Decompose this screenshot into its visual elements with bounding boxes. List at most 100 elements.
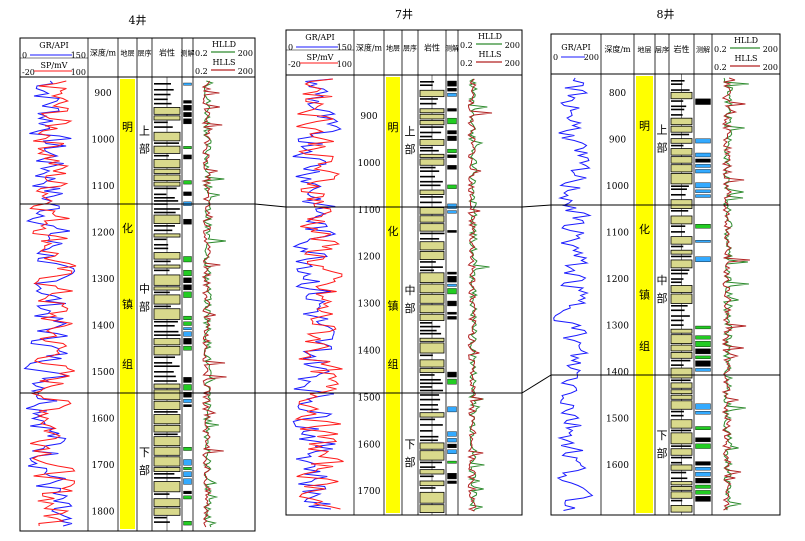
interp-oil-layer: [447, 288, 457, 295]
sequence-unit-char: 部: [139, 142, 150, 156]
mudstone-bed: [420, 266, 443, 268]
interp-oil-layer: [695, 340, 711, 347]
lithology-header: 岩性: [159, 48, 175, 58]
interp-water-layer: [447, 92, 457, 97]
mudstone-bed: [420, 166, 436, 169]
sp-scale-min: -20: [22, 68, 35, 77]
gr-scale-max: 150: [337, 43, 352, 52]
interp-oil-layer: [183, 315, 192, 320]
sandstone-bed: [153, 498, 181, 507]
mudstone-bed: [420, 102, 437, 105]
gr-scale-min: 0: [288, 43, 293, 52]
mudstone-bed: [671, 225, 686, 227]
mudstone-bed: [154, 411, 178, 413]
sandstone-bed: [419, 89, 445, 98]
depth-tick-label: 1100: [92, 182, 115, 192]
hlls-scale-max: 200: [238, 67, 253, 76]
sequence-unit-char: 部: [657, 291, 668, 305]
sandstone-bed: [670, 293, 693, 304]
mudstone-bed: [420, 98, 438, 100]
mudstone-bed: [420, 201, 442, 204]
interp-water-layer: [695, 467, 711, 471]
sandstone-bed: [419, 368, 445, 374]
interp-dry-layer: [183, 112, 192, 117]
gr-header-label: GR/API: [561, 43, 590, 52]
mudstone-bed: [671, 319, 684, 322]
sequence-header: 层序: [403, 44, 417, 53]
mudstone-bed: [154, 477, 181, 479]
sandstone-bed: [419, 241, 445, 251]
sandstone-bed: [153, 115, 181, 121]
sequence-unit-char: 中: [139, 283, 150, 296]
hlls-scale-min: 0.2: [195, 67, 208, 76]
sandstone-bed: [670, 394, 693, 400]
mudstone-bed: [671, 414, 684, 417]
depth-tick-label: 1600: [606, 461, 629, 471]
interp-dry-layer: [183, 154, 192, 160]
mudstone-bed: [420, 126, 444, 128]
sandstone-bed: [419, 207, 445, 215]
mudstone-bed: [420, 146, 433, 149]
interp-oil-layer: [183, 180, 192, 185]
interp-dry-layer: [447, 135, 457, 141]
interp-oil-layer: [447, 117, 457, 125]
interp-water-layer: [183, 478, 192, 485]
mudstone-bed: [671, 210, 689, 212]
sequence-unit-char: 部: [139, 463, 150, 477]
interp-dry-layer: [447, 165, 457, 170]
mudstone-bed: [154, 93, 171, 96]
formation-name-char: 组: [122, 357, 133, 371]
mudstone-bed: [154, 305, 171, 308]
sandstone-bed: [419, 272, 445, 283]
interp-oil-layer: [183, 467, 192, 470]
interp-water-layer: [695, 411, 711, 415]
mudstone-bed: [154, 334, 181, 336]
formation-fill: [120, 79, 135, 529]
hlls-label: HLLS: [478, 50, 501, 59]
mudstone-bed: [671, 188, 687, 191]
sandstone-bed: [670, 259, 693, 269]
mudstone-bed: [154, 98, 168, 101]
sp-header-label: SP/mV: [307, 53, 334, 62]
interp-water-layer: [183, 471, 192, 477]
sandstone-bed: [153, 107, 181, 115]
mudstone-bed: [420, 466, 436, 468]
lithology-header: 岩性: [674, 44, 690, 54]
formation-name-char: 镇: [122, 297, 133, 311]
sandstone-bed: [419, 113, 445, 120]
sandstone-bed: [153, 274, 181, 286]
sandstone-bed: [153, 131, 181, 142]
interp-oil-layer: [447, 460, 457, 464]
hlld-label: HLLD: [734, 36, 758, 45]
mudstone-bed: [671, 471, 687, 474]
hlls-scale-max: 200: [763, 63, 778, 72]
hlld-scale-min: 0.2: [460, 41, 473, 50]
sandstone-bed: [670, 148, 693, 156]
sandstone-bed: [670, 400, 693, 410]
sandstone-bed: [153, 233, 181, 238]
sequence-unit-char: 下: [139, 446, 150, 459]
interp-water-layer: [695, 256, 711, 263]
sandstone-bed: [153, 389, 181, 401]
depth-tick-label: 1200: [92, 229, 115, 239]
correlation-lines: [254, 203, 552, 394]
mudstone-bed: [420, 461, 443, 464]
mudstone-bed: [420, 261, 436, 263]
interp-oil-layer: [183, 384, 192, 391]
depth-tick-label: 1400: [606, 368, 629, 378]
mudstone-bed: [154, 330, 179, 333]
interpretation-header: 测解: [696, 45, 710, 54]
depth-tick-label: 1000: [92, 136, 115, 146]
hlld-scale-max: 200: [505, 41, 520, 50]
interpretation-header: 测解: [445, 44, 459, 53]
hlls-scale-max: 200: [505, 59, 520, 68]
sandstone-bed: [670, 236, 693, 245]
mudstone-bed: [420, 180, 443, 183]
sandstone-bed: [419, 412, 445, 418]
mudstone-bed: [420, 238, 440, 240]
interpretation-column: [183, 82, 192, 526]
sandstone-bed: [419, 359, 445, 368]
well-title: 8井: [657, 7, 675, 21]
